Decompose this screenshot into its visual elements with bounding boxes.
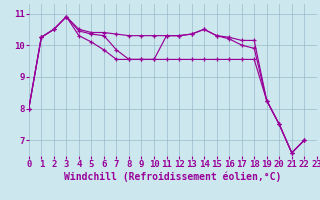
X-axis label: Windchill (Refroidissement éolien,°C): Windchill (Refroidissement éolien,°C): [64, 172, 282, 182]
